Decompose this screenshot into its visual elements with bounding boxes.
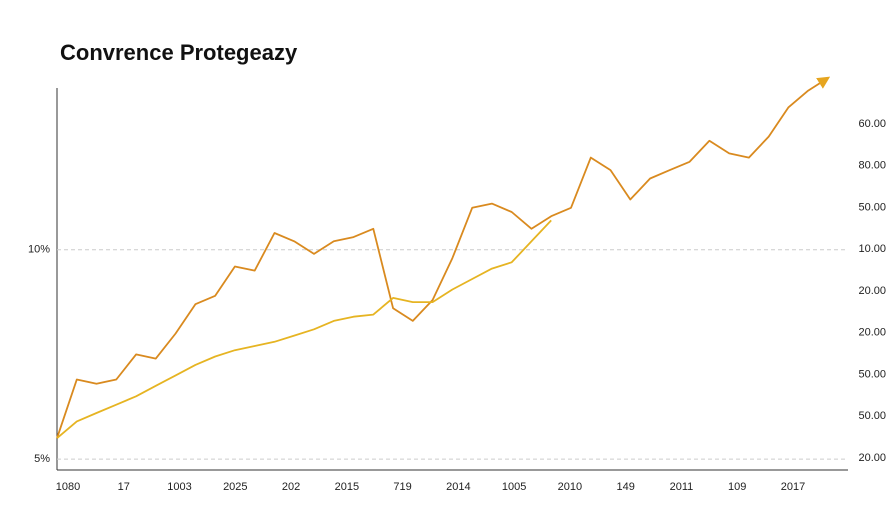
y2-tick-label: 50.00 [858, 368, 886, 380]
y-tick-label: 5% [34, 453, 50, 465]
x-tick-label: 1005 [502, 481, 526, 493]
x-tick-label: 2014 [446, 481, 470, 493]
x-tick-label: 2015 [335, 481, 359, 493]
x-tick-label: 149 [617, 481, 635, 493]
x-tick-label: 109 [728, 481, 746, 493]
chart-title: Convrence Protegeazy [60, 40, 298, 65]
x-tick-label: 17 [118, 481, 130, 493]
y2-tick-label: 10.00 [858, 243, 886, 255]
x-tick-label: 2025 [223, 481, 247, 493]
series-line [56, 76, 831, 439]
y2-tick-label: 20.00 [858, 452, 886, 464]
y2-tick-label: 60.00 [858, 118, 886, 130]
y2-tick-label: 80.00 [858, 160, 886, 172]
y2-tick-label: 50.00 [858, 201, 886, 213]
x-tick-label: 1080 [56, 481, 80, 493]
y2-tick-label: 20.00 [858, 327, 886, 339]
y2-tick-label: 50.00 [858, 410, 886, 422]
y-tick-label: 10% [28, 244, 50, 256]
x-tick-label: 202 [282, 481, 300, 493]
series-line [56, 219, 552, 439]
y2-tick-label: 20.00 [858, 285, 886, 297]
x-tick-label: 719 [393, 481, 411, 493]
x-tick-label: 2017 [781, 481, 805, 493]
x-tick-label: 2010 [558, 481, 582, 493]
x-tick-label: 1003 [167, 481, 191, 493]
x-tick-label: 2011 [670, 481, 694, 493]
